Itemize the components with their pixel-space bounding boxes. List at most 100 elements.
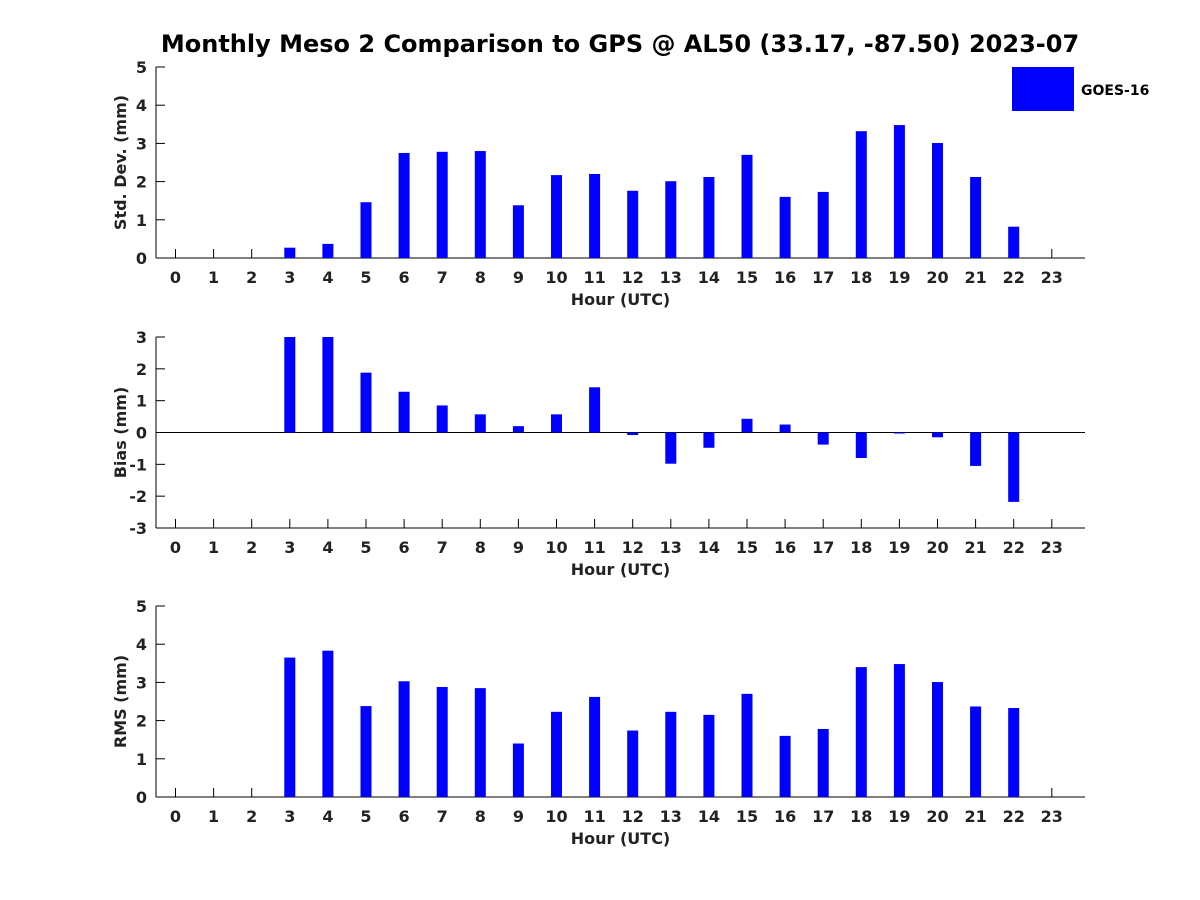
x-tick-label: 8 xyxy=(475,807,486,826)
bar-hour-15 xyxy=(741,693,753,797)
x-tick-label: 5 xyxy=(360,807,371,826)
bar-hour-14 xyxy=(703,432,715,448)
y-tick-label: -2 xyxy=(129,487,147,506)
x-tick-label: 5 xyxy=(360,538,371,557)
x-tick-label: 3 xyxy=(284,538,295,557)
x-tick-label: 23 xyxy=(1041,807,1063,826)
bar-hour-7 xyxy=(436,686,448,797)
bar-hour-12 xyxy=(627,190,639,258)
x-tick-label: 3 xyxy=(284,268,295,287)
y-tick-label: 2 xyxy=(136,173,147,192)
x-tick-label: 9 xyxy=(513,538,524,557)
bar-hour-10 xyxy=(551,414,562,433)
x-tick-label: 22 xyxy=(1003,538,1025,557)
bar-hour-10 xyxy=(551,711,562,797)
bar-hour-14 xyxy=(703,177,715,258)
x-tick-label: 12 xyxy=(622,538,644,557)
bar-hour-12 xyxy=(627,432,639,436)
y-tick-label: 3 xyxy=(136,328,147,347)
bar-hour-7 xyxy=(436,405,448,433)
x-tick-label: 19 xyxy=(888,268,910,287)
x-tick-label: 6 xyxy=(399,807,410,826)
x-tick-label: 10 xyxy=(545,807,567,826)
x-tick-label: 9 xyxy=(513,268,524,287)
x-tick-label: 9 xyxy=(513,807,524,826)
bar-hour-21 xyxy=(970,706,982,797)
bar-hour-18 xyxy=(855,131,867,258)
x-tick-label: 19 xyxy=(888,538,910,557)
x-axis-label: Hour (UTC) xyxy=(571,560,671,579)
bar-hour-6 xyxy=(398,391,410,433)
x-tick-label: 21 xyxy=(964,807,986,826)
x-tick-label: 1 xyxy=(208,807,219,826)
x-tick-label: 7 xyxy=(437,268,448,287)
x-tick-label: 22 xyxy=(1003,268,1025,287)
legend: GOES-16 xyxy=(1011,66,1149,112)
x-tick-label: 1 xyxy=(208,268,219,287)
bar-hour-11 xyxy=(589,387,601,433)
bar-hour-4 xyxy=(322,337,334,433)
y-tick-label: 1 xyxy=(136,211,147,230)
y-tick-label: 1 xyxy=(136,750,147,769)
bar-hour-20 xyxy=(932,432,943,438)
figure-title: Monthly Meso 2 Comparison to GPS @ AL50 … xyxy=(160,30,1080,58)
y-tick-label: 2 xyxy=(136,360,147,379)
bar-hour-19 xyxy=(893,432,905,434)
bar-hour-7 xyxy=(436,151,448,258)
y-tick-label: -1 xyxy=(129,455,147,474)
x-tick-label: 0 xyxy=(170,538,181,557)
bar-hour-16 xyxy=(779,196,791,258)
x-tick-label: 16 xyxy=(774,538,796,557)
x-tick-label: 6 xyxy=(399,538,410,557)
x-tick-label: 14 xyxy=(698,268,720,287)
bar-hour-22 xyxy=(1008,226,1020,258)
legend-swatch xyxy=(1012,67,1074,111)
bar-hour-9 xyxy=(512,743,524,797)
y-tick-label: 3 xyxy=(136,673,147,692)
y-tick-label: 5 xyxy=(136,597,147,616)
x-tick-label: 22 xyxy=(1003,807,1025,826)
x-tick-label: 0 xyxy=(170,268,181,287)
x-tick-label: 7 xyxy=(437,807,448,826)
bar-hour-15 xyxy=(741,418,753,433)
bar-hour-6 xyxy=(398,152,410,258)
bar-hour-9 xyxy=(512,205,524,258)
bar-hour-22 xyxy=(1008,707,1020,797)
bar-hour-11 xyxy=(589,696,601,797)
x-tick-label: 10 xyxy=(545,538,567,557)
bar-hour-14 xyxy=(703,714,715,797)
x-tick-label: 3 xyxy=(284,807,295,826)
y-tick-label: 1 xyxy=(136,392,147,411)
x-tick-label: 7 xyxy=(437,538,448,557)
x-tick-label: 21 xyxy=(964,268,986,287)
x-tick-label: 11 xyxy=(583,268,605,287)
bar-hour-3 xyxy=(284,247,296,258)
bar-hour-21 xyxy=(970,432,982,466)
bar-hour-8 xyxy=(474,688,486,797)
bar-hour-19 xyxy=(893,664,905,797)
x-tick-label: 18 xyxy=(850,807,872,826)
x-tick-label: 11 xyxy=(583,538,605,557)
x-tick-label: 12 xyxy=(622,807,644,826)
y-tick-label: 3 xyxy=(136,134,147,153)
x-tick-label: 4 xyxy=(322,807,333,826)
x-tick-label: 18 xyxy=(850,268,872,287)
x-tick-label: 20 xyxy=(926,807,948,826)
x-tick-label: 2 xyxy=(246,538,257,557)
y-tick-label: 5 xyxy=(136,58,147,77)
y-tick-label: 0 xyxy=(136,788,147,807)
x-tick-label: 13 xyxy=(660,538,682,557)
x-tick-label: 17 xyxy=(812,807,834,826)
x-tick-label: 23 xyxy=(1041,538,1063,557)
bar-hour-16 xyxy=(779,735,791,797)
bar-hour-16 xyxy=(779,424,791,433)
y-tick-label: 2 xyxy=(136,712,147,731)
y-tick-label: 4 xyxy=(136,635,147,654)
y-axis-label: Bias (mm) xyxy=(111,387,130,479)
bar-hour-13 xyxy=(665,432,677,464)
bar-hour-5 xyxy=(360,202,372,258)
bar-hour-22 xyxy=(1008,432,1020,502)
